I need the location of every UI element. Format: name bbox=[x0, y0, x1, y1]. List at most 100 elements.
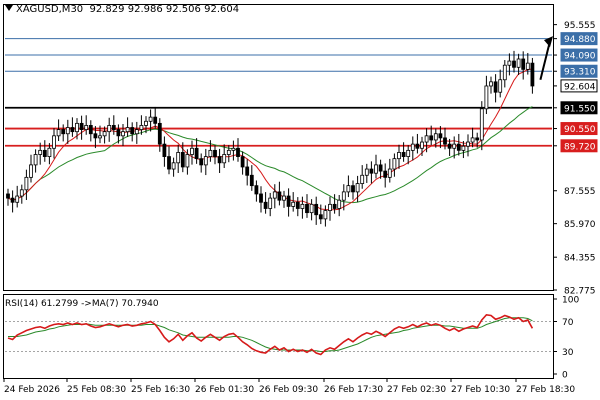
candle[interactable] bbox=[456, 133, 461, 156]
candle[interactable] bbox=[378, 159, 383, 179]
candle[interactable] bbox=[346, 175, 351, 198]
candle[interactable] bbox=[98, 125, 102, 144]
candle[interactable] bbox=[70, 117, 75, 137]
candle[interactable] bbox=[190, 140, 194, 165]
collapse-triangle-icon[interactable] bbox=[5, 5, 13, 11]
candle[interactable] bbox=[208, 140, 213, 162]
candle[interactable] bbox=[323, 205, 328, 227]
candle[interactable] bbox=[415, 133, 420, 154]
candle[interactable] bbox=[420, 136, 424, 156]
candle[interactable] bbox=[452, 136, 457, 159]
candle[interactable] bbox=[203, 148, 208, 176]
candle[interactable] bbox=[153, 106, 158, 129]
candle[interactable] bbox=[167, 146, 171, 175]
candle[interactable] bbox=[93, 126, 98, 149]
candle[interactable] bbox=[180, 142, 185, 173]
candle[interactable] bbox=[291, 192, 296, 212]
candle[interactable] bbox=[475, 132, 480, 148]
candle[interactable] bbox=[341, 184, 346, 211]
candle[interactable] bbox=[355, 175, 360, 203]
candle[interactable] bbox=[10, 190, 15, 213]
candle[interactable] bbox=[259, 186, 263, 213]
candle[interactable] bbox=[295, 197, 300, 217]
candle[interactable] bbox=[6, 188, 10, 206]
candle[interactable] bbox=[286, 188, 291, 217]
candle[interactable] bbox=[374, 154, 378, 179]
candle[interactable] bbox=[116, 124, 121, 144]
candle[interactable] bbox=[516, 53, 521, 75]
candle[interactable] bbox=[144, 116, 148, 134]
candle[interactable] bbox=[507, 53, 512, 76]
candle[interactable] bbox=[65, 119, 70, 144]
candle[interactable] bbox=[318, 204, 323, 225]
candle[interactable] bbox=[52, 128, 56, 159]
candle[interactable] bbox=[332, 194, 337, 214]
candle[interactable] bbox=[461, 141, 466, 159]
candle[interactable] bbox=[33, 149, 38, 173]
candle[interactable] bbox=[19, 184, 24, 204]
candle[interactable] bbox=[309, 199, 314, 221]
candle[interactable] bbox=[268, 192, 273, 217]
candle[interactable] bbox=[383, 163, 388, 188]
candle[interactable] bbox=[134, 121, 139, 144]
candle[interactable] bbox=[79, 115, 84, 140]
candle[interactable] bbox=[231, 140, 236, 161]
candle[interactable] bbox=[512, 50, 516, 73]
candle[interactable] bbox=[337, 195, 342, 217]
candle[interactable] bbox=[24, 169, 29, 200]
candle[interactable] bbox=[38, 142, 43, 165]
candle[interactable] bbox=[61, 124, 66, 142]
candle[interactable] bbox=[47, 143, 52, 165]
candle[interactable] bbox=[521, 51, 526, 80]
candle[interactable] bbox=[240, 151, 245, 175]
candle[interactable] bbox=[502, 60, 507, 88]
candle[interactable] bbox=[466, 134, 470, 157]
candle[interactable] bbox=[107, 117, 112, 142]
candle[interactable] bbox=[397, 144, 401, 169]
candle[interactable] bbox=[15, 185, 20, 208]
candle[interactable] bbox=[249, 165, 254, 191]
candle[interactable] bbox=[148, 109, 153, 132]
candle[interactable] bbox=[410, 136, 415, 161]
candle[interactable] bbox=[443, 127, 447, 150]
candle[interactable] bbox=[433, 128, 438, 148]
candle[interactable] bbox=[300, 196, 305, 219]
candle[interactable] bbox=[139, 115, 144, 135]
candle[interactable] bbox=[406, 145, 411, 165]
candle[interactable] bbox=[254, 180, 259, 202]
candle[interactable] bbox=[272, 184, 277, 209]
candle[interactable] bbox=[447, 138, 452, 156]
candle[interactable] bbox=[213, 145, 217, 165]
candle[interactable] bbox=[236, 138, 240, 162]
candle[interactable] bbox=[314, 196, 319, 225]
candle[interactable] bbox=[484, 75, 489, 115]
candle[interactable] bbox=[498, 69, 503, 98]
candle[interactable] bbox=[493, 74, 498, 103]
candle[interactable] bbox=[360, 165, 365, 189]
candle[interactable] bbox=[130, 122, 135, 142]
candle[interactable] bbox=[199, 153, 204, 173]
candle[interactable] bbox=[29, 154, 33, 183]
candle[interactable] bbox=[424, 128, 429, 153]
candle[interactable] bbox=[369, 161, 374, 184]
candle[interactable] bbox=[226, 145, 231, 163]
candle[interactable] bbox=[530, 57, 535, 94]
candle[interactable] bbox=[489, 76, 493, 94]
candle[interactable] bbox=[162, 136, 167, 167]
candle[interactable] bbox=[121, 123, 125, 146]
candle[interactable] bbox=[75, 118, 79, 140]
candle[interactable] bbox=[84, 115, 89, 135]
candle[interactable] bbox=[194, 138, 199, 164]
candle[interactable] bbox=[176, 144, 181, 173]
candle[interactable] bbox=[401, 142, 406, 162]
candle[interactable] bbox=[277, 181, 282, 206]
candle[interactable] bbox=[392, 153, 397, 177]
candle[interactable] bbox=[88, 120, 93, 142]
candle[interactable] bbox=[429, 125, 434, 146]
candle[interactable] bbox=[364, 163, 369, 183]
candle[interactable] bbox=[438, 126, 443, 149]
candle[interactable] bbox=[282, 190, 286, 208]
candle[interactable] bbox=[245, 159, 250, 186]
candle[interactable] bbox=[102, 126, 107, 144]
